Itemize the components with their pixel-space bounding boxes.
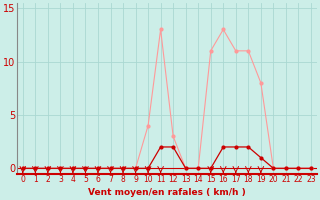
X-axis label: Vent moyen/en rafales ( km/h ): Vent moyen/en rafales ( km/h ) [88,188,246,197]
